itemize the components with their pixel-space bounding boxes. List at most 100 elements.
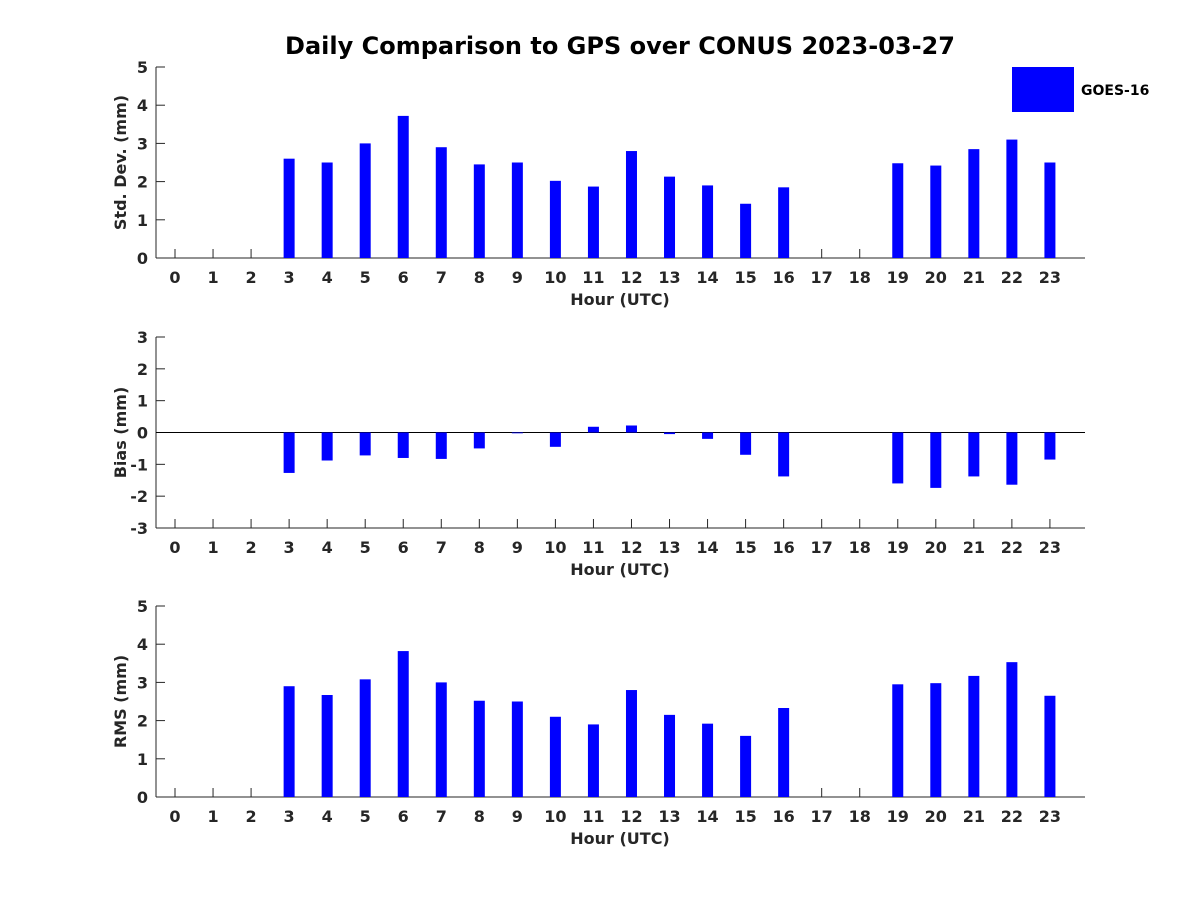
- x-tick-label: 13: [658, 538, 680, 557]
- bar-hour-16: [778, 707, 790, 797]
- x-tick-label: 15: [734, 268, 756, 287]
- x-tick-label: 9: [512, 538, 523, 557]
- y-tick-label: 2: [137, 173, 148, 192]
- x-tick-label: 3: [284, 807, 295, 826]
- x-tick-label: 8: [474, 268, 485, 287]
- bar-hour-19: [892, 684, 904, 797]
- bar-hour-22: [1006, 432, 1018, 485]
- y-tick-label: 3: [137, 673, 148, 692]
- x-tick-label: 12: [620, 538, 642, 557]
- x-tick-label: 11: [582, 538, 604, 557]
- x-tick-label: 20: [925, 538, 947, 557]
- x-tick-label: 21: [963, 807, 985, 826]
- x-tick-label: 10: [544, 538, 566, 557]
- bar-hour-7: [435, 147, 447, 258]
- x-tick-label: 4: [322, 268, 333, 287]
- x-tick-label: 7: [436, 538, 447, 557]
- bar-hour-21: [968, 149, 980, 258]
- bar-hour-15: [740, 432, 752, 455]
- y-tick-label: -2: [130, 487, 148, 506]
- bar-hour-19: [892, 432, 904, 484]
- bar-hour-15: [740, 203, 752, 258]
- bar-hour-9: [511, 432, 523, 434]
- x-tick-label: 14: [696, 807, 718, 826]
- x-tick-label: 8: [474, 807, 485, 826]
- bar-hour-20: [930, 683, 942, 797]
- y-tick-label: 1: [137, 750, 148, 769]
- y-tick-label: 5: [137, 58, 148, 77]
- x-tick-label: 10: [544, 807, 566, 826]
- y-tick-label: 2: [137, 360, 148, 379]
- x-tick-label: 0: [169, 538, 180, 557]
- x-tick-label: 11: [582, 268, 604, 287]
- bar-hour-15: [740, 735, 752, 797]
- bar-hour-8: [473, 164, 485, 258]
- x-tick-label: 6: [398, 807, 409, 826]
- y-axis-label: Std. Dev. (mm): [111, 95, 130, 230]
- bar-hour-11: [587, 426, 599, 433]
- x-tick-label: 12: [620, 268, 642, 287]
- x-tick-label: 20: [925, 807, 947, 826]
- bar-hour-8: [473, 700, 485, 797]
- bar-hour-5: [359, 432, 371, 456]
- x-tick-label: 1: [207, 268, 218, 287]
- bar-hour-5: [359, 143, 371, 258]
- x-tick-label: 0: [169, 807, 180, 826]
- bar-hour-21: [968, 675, 980, 797]
- y-axis-label: Bias (mm): [111, 387, 130, 479]
- y-tick-label: 1: [137, 211, 148, 230]
- bar-hour-12: [625, 690, 637, 797]
- bar-hour-3: [283, 432, 295, 473]
- bar-hour-14: [702, 185, 714, 258]
- x-tick-label: 5: [360, 538, 371, 557]
- bar-hour-7: [435, 682, 447, 797]
- x-tick-label: 15: [734, 807, 756, 826]
- x-tick-label: 13: [658, 268, 680, 287]
- x-tick-label: 17: [811, 268, 833, 287]
- x-tick-label: 4: [322, 807, 333, 826]
- x-axis-label: Hour (UTC): [570, 829, 670, 848]
- bar-hour-4: [321, 162, 333, 258]
- bar-hour-19: [892, 163, 904, 258]
- bar-hour-12: [625, 151, 637, 258]
- x-tick-label: 21: [963, 538, 985, 557]
- x-tick-label: 4: [322, 538, 333, 557]
- legend-label-goes-16: GOES-16: [1081, 83, 1149, 99]
- x-tick-label: 7: [436, 268, 447, 287]
- bar-hour-8: [473, 432, 485, 449]
- legend-swatch-goes-16: [1012, 67, 1074, 112]
- x-tick-label: 16: [773, 807, 795, 826]
- bar-hour-16: [778, 187, 790, 258]
- bar-hour-21: [968, 432, 980, 477]
- bar-hour-16: [778, 432, 790, 477]
- y-tick-label: 0: [137, 249, 148, 268]
- x-tick-label: 0: [169, 268, 180, 287]
- x-tick-label: 17: [811, 807, 833, 826]
- bar-hour-9: [511, 701, 523, 797]
- x-tick-label: 14: [696, 268, 718, 287]
- x-axis-label: Hour (UTC): [570, 290, 670, 309]
- bar-hour-12: [625, 425, 637, 433]
- bar-hour-22: [1006, 662, 1018, 797]
- bar-hour-10: [549, 180, 561, 258]
- bar-hour-10: [549, 716, 561, 797]
- x-tick-label: 9: [512, 807, 523, 826]
- x-tick-label: 11: [582, 807, 604, 826]
- x-tick-label: 19: [887, 268, 909, 287]
- x-tick-label: 8: [474, 538, 485, 557]
- x-tick-label: 10: [544, 268, 566, 287]
- bar-hour-13: [664, 176, 676, 258]
- x-tick-label: 6: [398, 538, 409, 557]
- bar-hour-23: [1044, 432, 1056, 460]
- bar-hour-6: [397, 115, 409, 259]
- x-tick-label: 6: [398, 268, 409, 287]
- y-tick-label: 5: [137, 597, 148, 616]
- x-tick-label: 22: [1001, 268, 1023, 287]
- y-tick-label: 4: [137, 635, 148, 654]
- x-tick-label: 1: [207, 538, 218, 557]
- bar-hour-14: [702, 723, 714, 797]
- bar-hour-3: [283, 158, 295, 258]
- x-tick-label: 22: [1001, 807, 1023, 826]
